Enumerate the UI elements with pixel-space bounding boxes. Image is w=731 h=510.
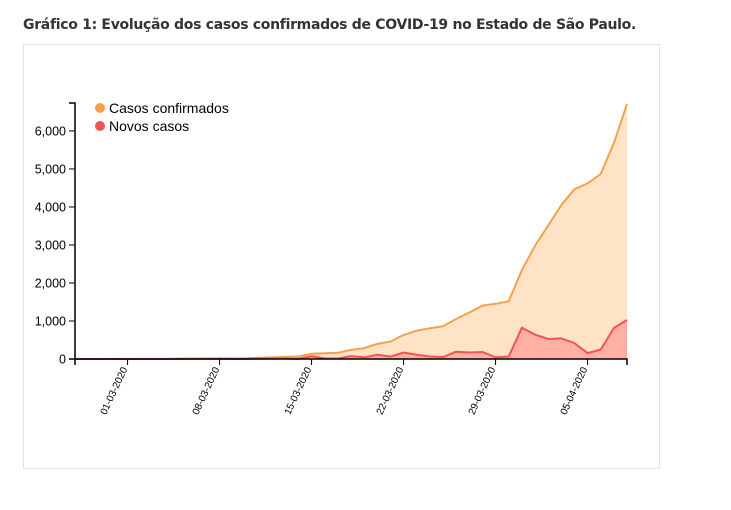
- legend-label: Casos confirmados: [109, 100, 229, 116]
- x-axis-line: [74, 358, 628, 365]
- y-tick-label: 5,000: [35, 162, 66, 176]
- chart-title: Gráfico 1: Evolução dos casos confirmado…: [23, 17, 636, 33]
- legend: Casos confirmados Novos casos: [95, 100, 229, 134]
- chart-panel: [23, 44, 660, 469]
- y-axis: 0 1,000 2,000 3,000 4,000 5,000 6,000: [35, 102, 76, 367]
- y-tick-label: 1,000: [35, 314, 66, 328]
- legend-label: Novos casos: [109, 118, 189, 134]
- x-axis: 01-03-2020 08-03-2020 15-03-2020 22-03-2020…: [74, 358, 628, 417]
- x-tick-label: 05-04-2020: [559, 365, 591, 416]
- y-tick-label: 3,000: [35, 238, 66, 252]
- legend-marker: [95, 103, 105, 113]
- legend-marker: [95, 121, 105, 131]
- x-tick-label: 22-03-2020: [375, 365, 407, 416]
- y-tick-label: 4,000: [35, 200, 66, 214]
- y-tick-label: 6,000: [35, 124, 66, 138]
- series-area-0: [75, 104, 627, 359]
- y-tick-label: 0: [59, 353, 66, 367]
- x-tick-label: 29-03-2020: [467, 365, 499, 416]
- x-tick-label: 15-03-2020: [283, 365, 315, 416]
- x-tick-label: 08-03-2020: [191, 365, 223, 416]
- y-tick-label: 2,000: [35, 276, 66, 290]
- x-tick-label: 01-03-2020: [99, 365, 131, 416]
